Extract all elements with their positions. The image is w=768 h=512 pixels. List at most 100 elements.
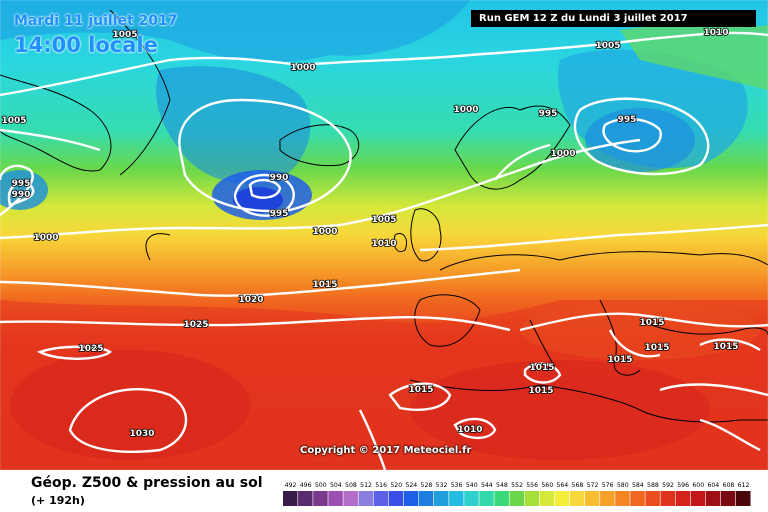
legend-tick-label: 492: [285, 482, 297, 489]
isobar-label: 1015: [639, 318, 664, 328]
isobar-label: 1015: [713, 342, 738, 352]
isobar-label: 1005: [112, 30, 137, 40]
legend-swatch: [509, 491, 524, 506]
isobar-label: 1015: [529, 363, 554, 373]
isobars: [0, 31, 768, 470]
legend-swatch: [720, 491, 736, 506]
legend-tick-label: 556: [526, 482, 538, 489]
legend-tick-label: 512: [360, 482, 372, 489]
isobar-label: 1005: [1, 116, 26, 126]
legend-tick-label: 520: [390, 482, 402, 489]
legend-tick-label: 604: [707, 482, 719, 489]
legend-tick-label: 576: [602, 482, 614, 489]
legend-swatch: [343, 491, 358, 506]
isobar-label: 1005: [595, 41, 620, 51]
legend-tick-label: 504: [330, 482, 342, 489]
isobar-label: 1000: [550, 149, 575, 159]
isobar-label: 1000: [453, 105, 478, 115]
legend-swatch: [585, 491, 600, 506]
isobar-label: 1015: [644, 343, 669, 353]
color-scale-legend: 492 496 500 504 508 512 516 520 524 528 532 536 540 5…: [283, 482, 751, 506]
legend-tick-label: 536: [451, 482, 463, 489]
legend-swatch: [403, 491, 419, 506]
legend-swatch: [554, 491, 570, 506]
legend-tick-label: 568: [572, 482, 584, 489]
legend-tick-label: 516: [375, 482, 387, 489]
legend-swatch: [434, 491, 449, 506]
legend-tick-label: 592: [662, 482, 674, 489]
isobar-label: 1000: [33, 233, 58, 243]
legend-tick-label: 572: [587, 482, 599, 489]
coastlines: [0, 9, 768, 423]
isobar-label: 1005: [371, 215, 396, 225]
isobar-label: 1030: [129, 429, 154, 439]
legend-tick-label: 596: [677, 482, 689, 489]
legend-swatch: [494, 491, 509, 506]
legend-swatch: [705, 491, 721, 506]
forecast-time: 14:00 locale: [14, 33, 158, 57]
isobar-label: 995: [270, 209, 289, 219]
legend-swatch: [418, 491, 434, 506]
legend-swatch: [388, 491, 404, 506]
isobar-label: 1015: [312, 280, 337, 290]
lead-time: (+ 192h): [31, 494, 85, 507]
legend-tick-label: 608: [723, 482, 735, 489]
isobar-label: 1010: [457, 425, 482, 435]
legend-tick-label: 532: [436, 482, 448, 489]
footer-panel: Géop. Z500 & pression au sol (+ 192h) 49…: [0, 470, 768, 512]
legend-tick-label: 552: [511, 482, 523, 489]
product-title: Géop. Z500 & pression au sol: [31, 475, 263, 491]
isobar-label: 995: [539, 109, 558, 119]
isobar-label: 1025: [78, 344, 103, 354]
legend-swatch: [645, 491, 660, 506]
legend-swatch: [736, 491, 751, 506]
legend-tick-label: 544: [481, 482, 493, 489]
isobar-label: 1000: [312, 227, 337, 237]
legend-tick-label: 496: [300, 482, 312, 489]
legend-tick-label: 584: [632, 482, 644, 489]
legend-tick-label: 540: [466, 482, 478, 489]
legend-tick-label: 500: [315, 482, 327, 489]
legend-swatch: [690, 491, 706, 506]
legend-tick-label: 560: [541, 482, 553, 489]
legend-swatch: [524, 491, 540, 506]
isobar-label: 1015: [607, 355, 632, 365]
legend-swatch: [675, 491, 691, 506]
isobar-label: 1010: [703, 28, 728, 38]
legend-tick-label: 528: [421, 482, 433, 489]
legend-swatch: [539, 491, 555, 506]
legend-swatch: [298, 491, 313, 506]
legend-swatch: [328, 491, 343, 506]
isobar-label: 1015: [528, 386, 553, 396]
legend-tick-label: 580: [617, 482, 629, 489]
legend-swatch: [313, 491, 328, 506]
isobar-label: 1015: [408, 385, 433, 395]
legend-swatch: [615, 491, 630, 506]
legend-tick-label: 600: [692, 482, 704, 489]
legend-swatch: [358, 491, 373, 506]
legend-tick-label: 524: [405, 482, 417, 489]
isobar-label: 1000: [290, 63, 315, 73]
isobar-label: 1020: [238, 295, 263, 305]
legend-swatch: [660, 491, 675, 506]
isobar-label: 995: [12, 179, 31, 189]
legend-swatch: [464, 491, 479, 506]
legend-tick-label: 548: [496, 482, 508, 489]
legend-swatch: [449, 491, 464, 506]
legend-swatch: [569, 491, 585, 506]
legend-swatch: [479, 491, 494, 506]
isobar-label: 1025: [183, 320, 208, 330]
legend-swatch: [373, 491, 389, 506]
isobar-label: 990: [270, 173, 289, 183]
legend-swatch: [630, 491, 645, 506]
legend-tick-label: 564: [556, 482, 568, 489]
legend-swatch: [283, 491, 298, 506]
legend-tick-label: 508: [345, 482, 357, 489]
legend-swatch: [600, 491, 615, 506]
forecast-date: Mardi 11 juillet 2017: [14, 13, 178, 29]
copyright-notice: Copyright © 2017 Meteociel.fr: [300, 445, 472, 456]
isobar-label: 990: [12, 190, 31, 200]
